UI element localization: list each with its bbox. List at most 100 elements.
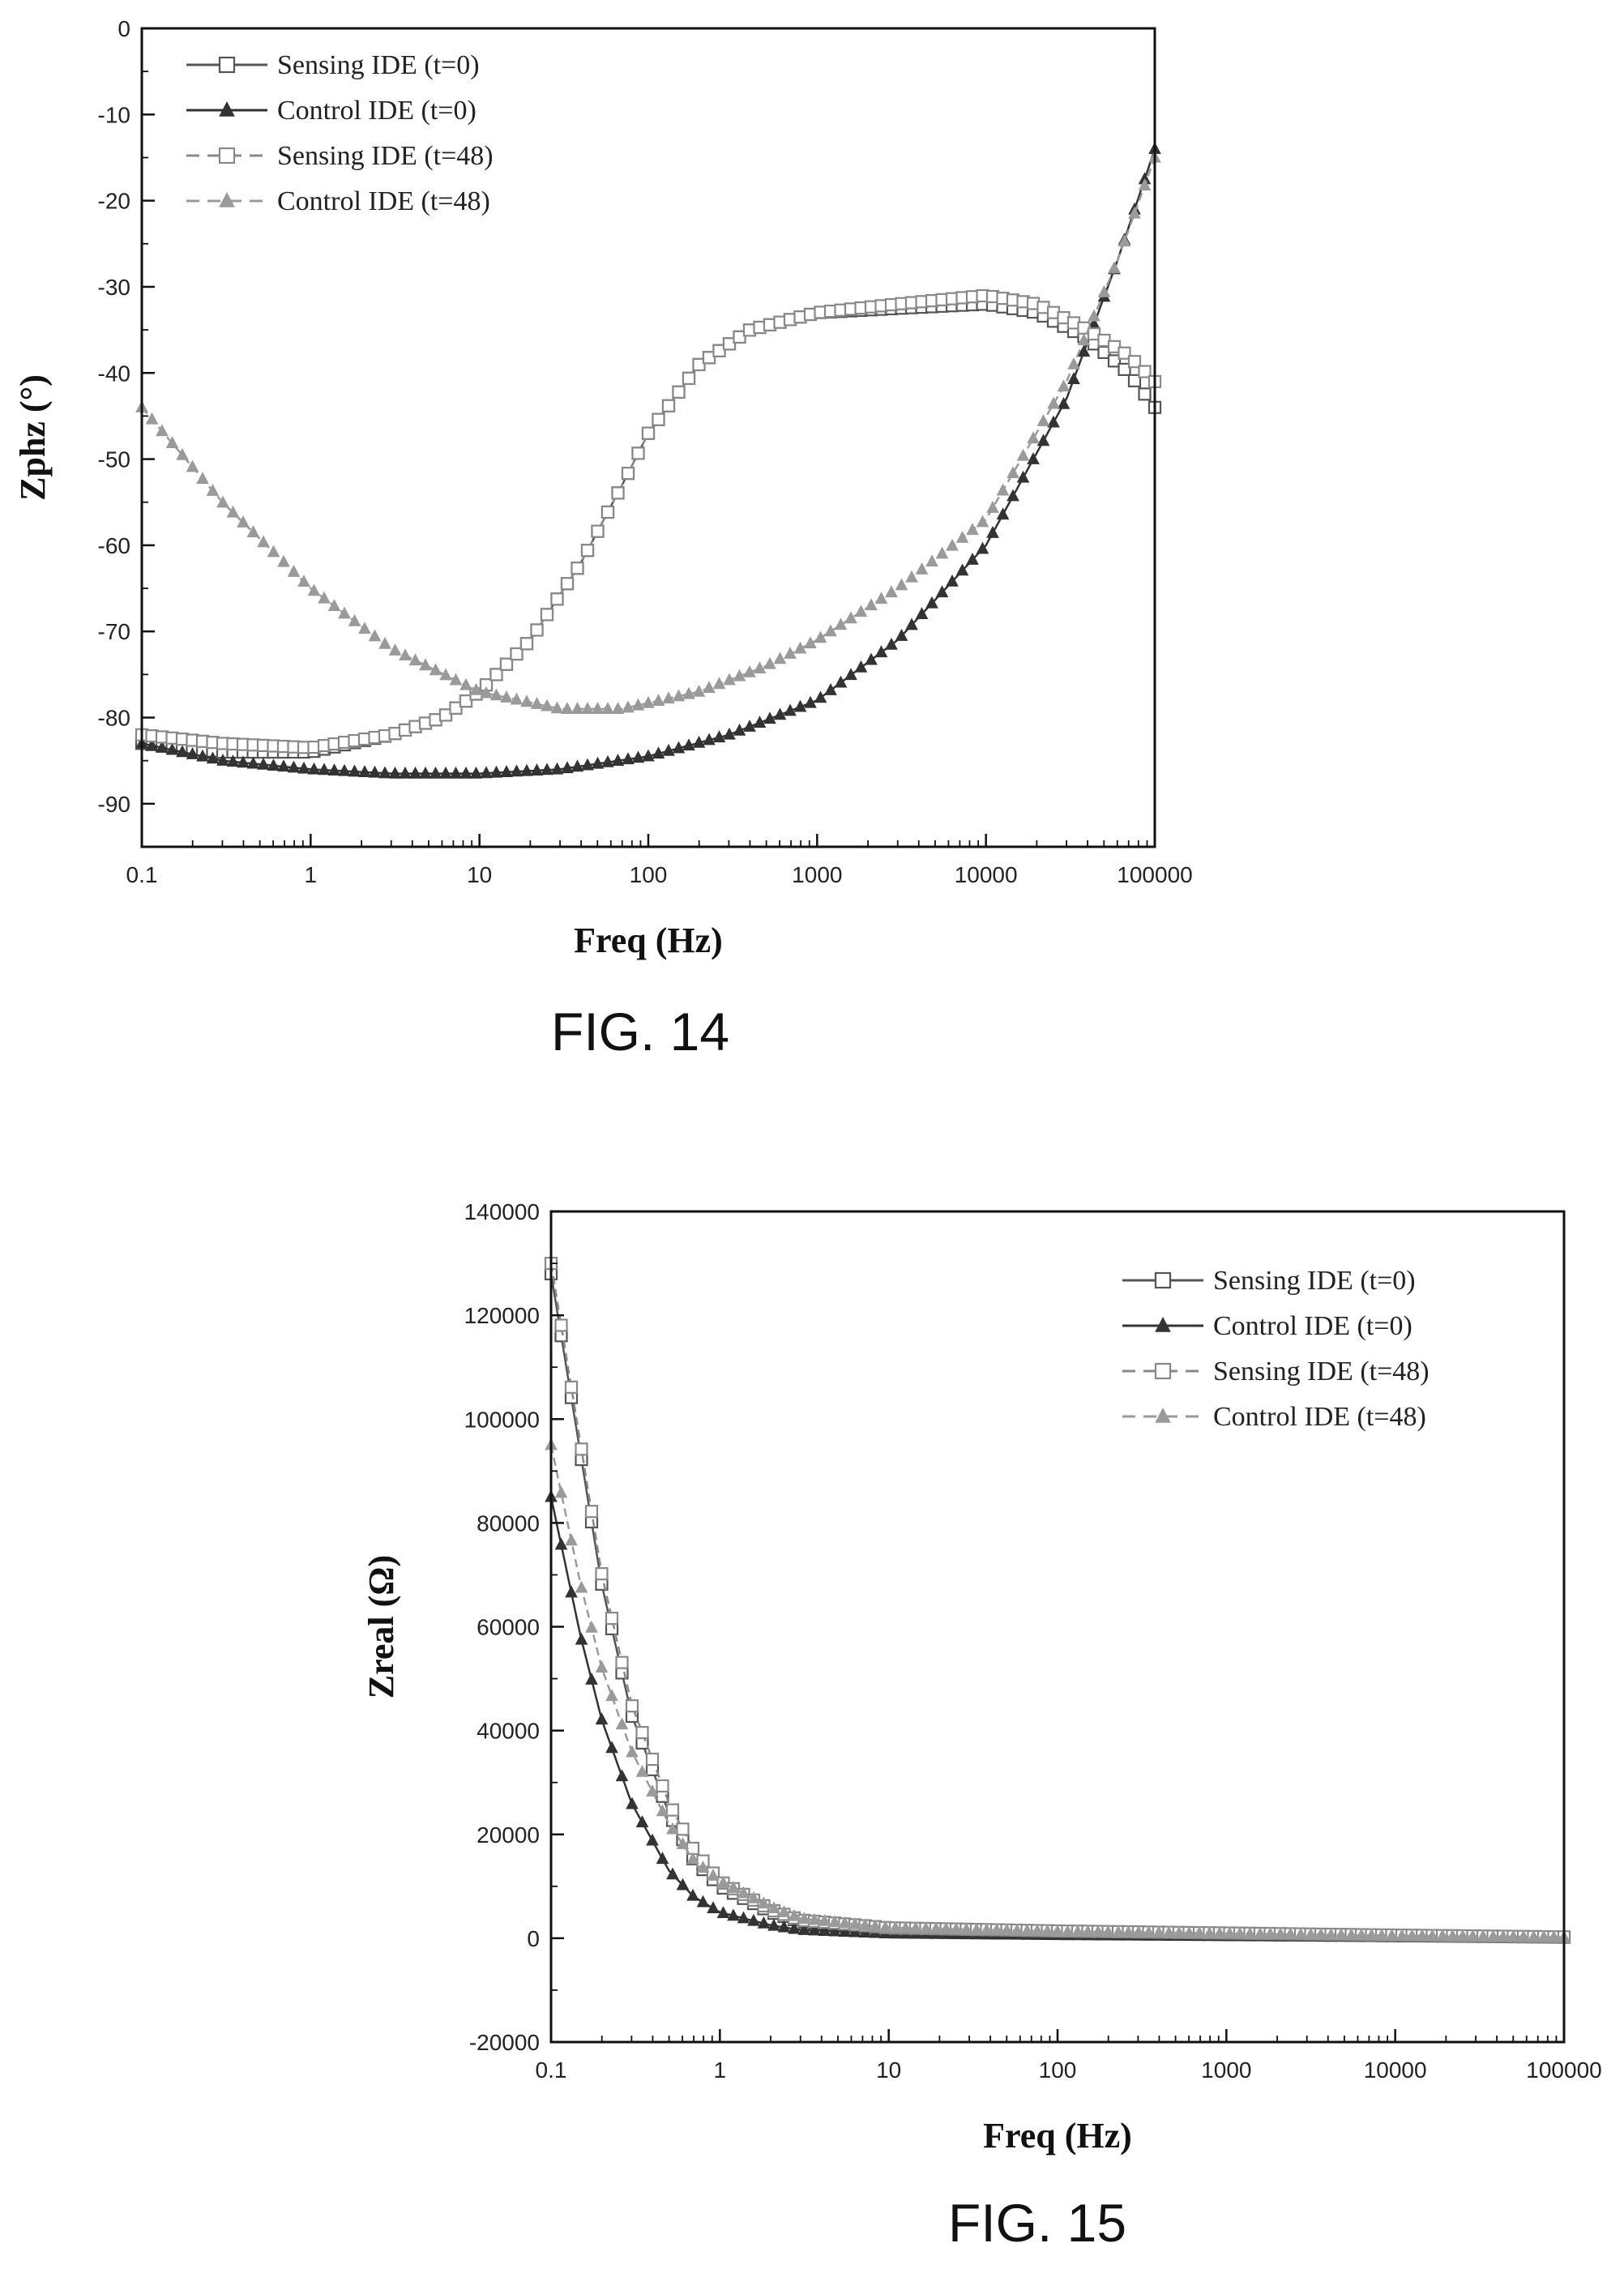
data-point: [1047, 415, 1060, 428]
data-point: [1355, 1928, 1368, 1941]
data-point: [645, 1752, 660, 1767]
y-axis-label: Zphz (°): [13, 374, 53, 501]
data-point: [733, 330, 746, 344]
data-point: [1537, 1929, 1550, 1942]
data-point: [1057, 396, 1071, 409]
data-point: [646, 1784, 659, 1797]
data-point: [1138, 178, 1152, 191]
data-point: [1127, 355, 1142, 369]
legend-item: Sensing IDE (t=0): [186, 50, 480, 80]
data-point: [1132, 1925, 1145, 1938]
data-point: [1118, 234, 1131, 247]
data-point: [176, 745, 189, 758]
data-point: [939, 1921, 953, 1934]
data-point: [1324, 1927, 1338, 1940]
data-point: [1067, 372, 1080, 385]
data-point: [723, 673, 736, 686]
data-point: [1263, 1927, 1277, 1939]
data-point: [500, 690, 513, 703]
data-point: [1395, 1928, 1408, 1941]
data-point: [519, 637, 534, 651]
data-point: [692, 357, 706, 372]
data-point: [1071, 1925, 1084, 1937]
data-point: [348, 613, 361, 626]
y-tick-label: -20: [98, 189, 130, 214]
data-point: [946, 538, 959, 551]
data-point: [510, 647, 524, 661]
data-point: [915, 607, 929, 619]
data-point: [1375, 1928, 1388, 1941]
data-point: [560, 577, 575, 591]
data-point: [571, 702, 584, 714]
data-point: [1547, 1929, 1561, 1942]
data-point: [1036, 414, 1050, 426]
data-point: [564, 1380, 579, 1394]
data-point: [642, 695, 655, 708]
data-point: [297, 761, 310, 774]
data-point: [1446, 1929, 1459, 1942]
data-point: [595, 1567, 609, 1581]
data-point: [297, 575, 310, 587]
data-point: [935, 546, 949, 559]
data-point: [642, 749, 655, 762]
data-point: [763, 711, 776, 724]
data-point: [854, 605, 868, 617]
data-point: [1436, 1929, 1449, 1942]
data-point: [621, 467, 635, 481]
data-point: [237, 515, 250, 528]
data-point: [186, 747, 199, 759]
data-point: [449, 673, 463, 686]
y-tick-label: 140000: [464, 1199, 540, 1224]
series-line: [141, 148, 1156, 775]
series-1: [135, 142, 1161, 779]
data-point: [510, 692, 524, 705]
data-point: [1020, 1923, 1034, 1936]
data-point: [1041, 1924, 1054, 1937]
figure-14: 0.1 1 10 100 1000 10000 100000 0 -10 -20 -30 -40 -50…: [0, 0, 1624, 1086]
data-point: [1365, 1928, 1378, 1941]
legend-label: Sensing IDE (t=48): [1213, 1357, 1430, 1386]
data-point: [1108, 261, 1121, 274]
data-point: [935, 585, 949, 598]
data-point: [889, 1921, 902, 1933]
data-point: [348, 764, 361, 777]
data-point: [737, 1911, 750, 1924]
data-point: [575, 1632, 588, 1645]
data-point: [631, 750, 645, 763]
data-point: [966, 553, 979, 565]
data-point: [682, 371, 696, 385]
legend-item: Sensing IDE (t=48): [1122, 1357, 1430, 1386]
data-point: [838, 1925, 852, 1937]
data-point: [682, 686, 695, 699]
data-point: [662, 743, 675, 756]
data-point: [1031, 1924, 1044, 1937]
data-point: [828, 1924, 841, 1937]
data-point: [1233, 1926, 1246, 1939]
data-point: [611, 702, 625, 714]
data-point: [986, 525, 999, 538]
series-2: [135, 288, 1162, 754]
data-point: [399, 766, 412, 779]
data-point: [626, 1797, 639, 1809]
data-point: [480, 766, 493, 779]
data-point: [206, 483, 220, 496]
data-point: [145, 738, 159, 751]
data-point: [246, 756, 260, 769]
data-point: [1425, 1929, 1439, 1942]
data-point: [757, 1916, 771, 1929]
data-point: [1142, 1925, 1156, 1938]
data-point: [1081, 1925, 1095, 1938]
data-point: [530, 623, 544, 637]
data-point: [885, 637, 898, 650]
data-point: [489, 765, 503, 778]
data-point: [530, 763, 544, 775]
data-point: [1497, 1929, 1510, 1942]
legend-label: Sensing IDE (t=0): [1213, 1266, 1416, 1296]
data-point: [838, 1916, 852, 1929]
data-point: [986, 500, 999, 513]
legend-item: Control IDE (t=48): [186, 186, 490, 216]
data-point: [561, 702, 574, 714]
data-point: [1077, 333, 1091, 346]
data-point: [378, 636, 391, 649]
data-point: [1284, 1927, 1297, 1940]
